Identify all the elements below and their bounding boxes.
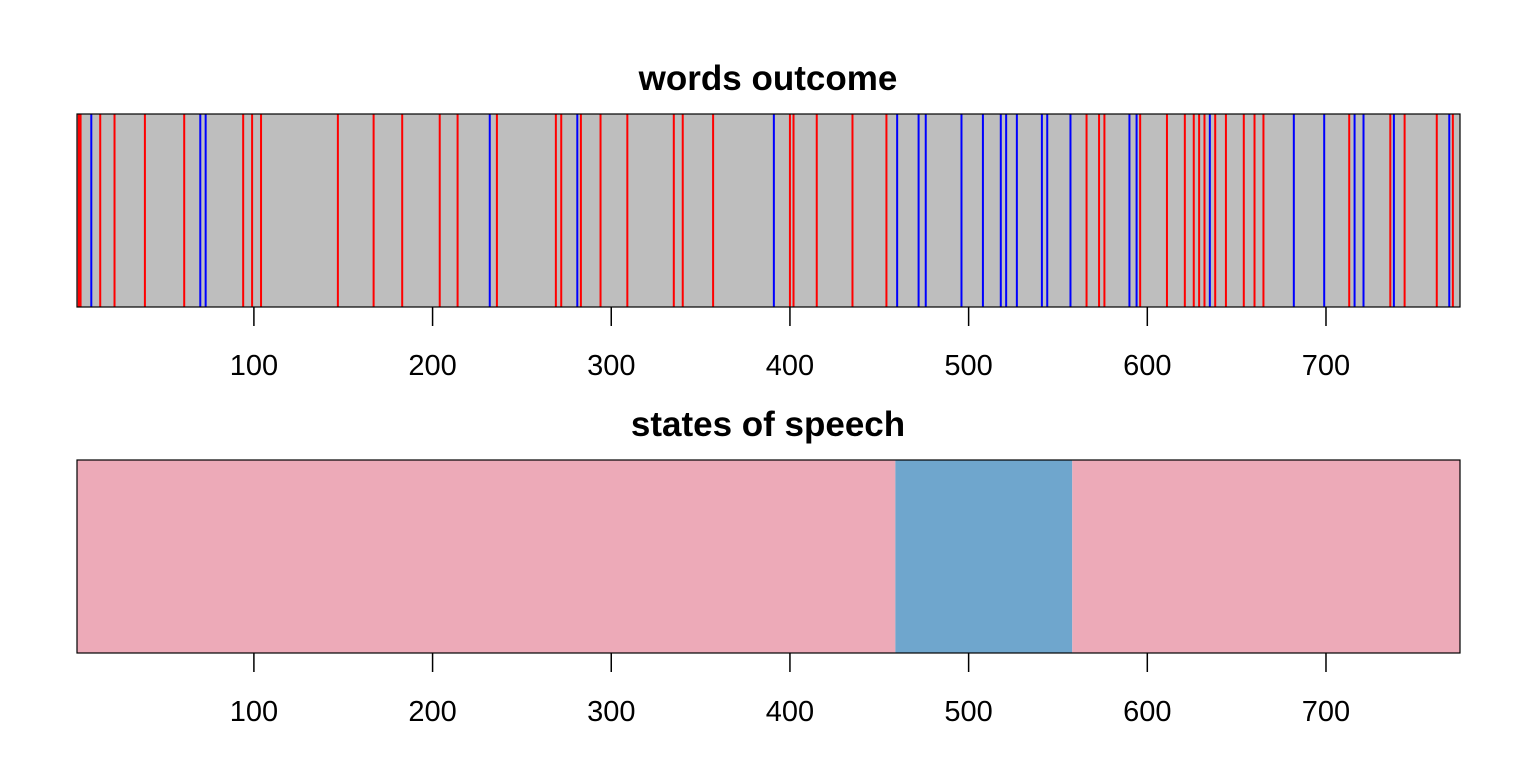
plot-frame: [76, 459, 1461, 654]
x-axis: 100 200 300 400 500 600 700: [230, 653, 1350, 728]
x-tick-label: 200: [408, 350, 456, 382]
state-segment: [77, 460, 896, 653]
x-tick-label: 300: [587, 350, 635, 382]
chart-title: states of speech: [631, 405, 905, 444]
x-tick-label: 300: [587, 696, 635, 728]
words-outcome-panel: words outcome 100 200 300 400 500 600 700: [76, 59, 1461, 382]
x-tick-label: 700: [1302, 350, 1350, 382]
x-tick-label: 400: [766, 350, 814, 382]
state-segment: [1072, 460, 1460, 653]
x-tick-label: 100: [230, 350, 278, 382]
x-tick-label: 600: [1123, 696, 1171, 728]
x-tick-label: 500: [944, 696, 992, 728]
x-tick-label: 400: [766, 696, 814, 728]
states-of-speech-panel: states of speech 100 200 300 400 500 600 700: [76, 405, 1461, 728]
state-segment: [895, 460, 1073, 653]
plot-background: [77, 114, 1460, 307]
state-segments: [77, 460, 1460, 653]
x-axis: 100 200 300 400 500 600 700: [230, 307, 1350, 382]
event-marks: [77, 114, 1454, 307]
chart-title: words outcome: [638, 59, 898, 98]
x-tick-label: 700: [1302, 696, 1350, 728]
x-tick-label: 200: [408, 696, 456, 728]
x-tick-label: 100: [230, 696, 278, 728]
x-tick-label: 600: [1123, 350, 1171, 382]
x-tick-label: 500: [944, 350, 992, 382]
plot-frame: [76, 113, 1461, 308]
